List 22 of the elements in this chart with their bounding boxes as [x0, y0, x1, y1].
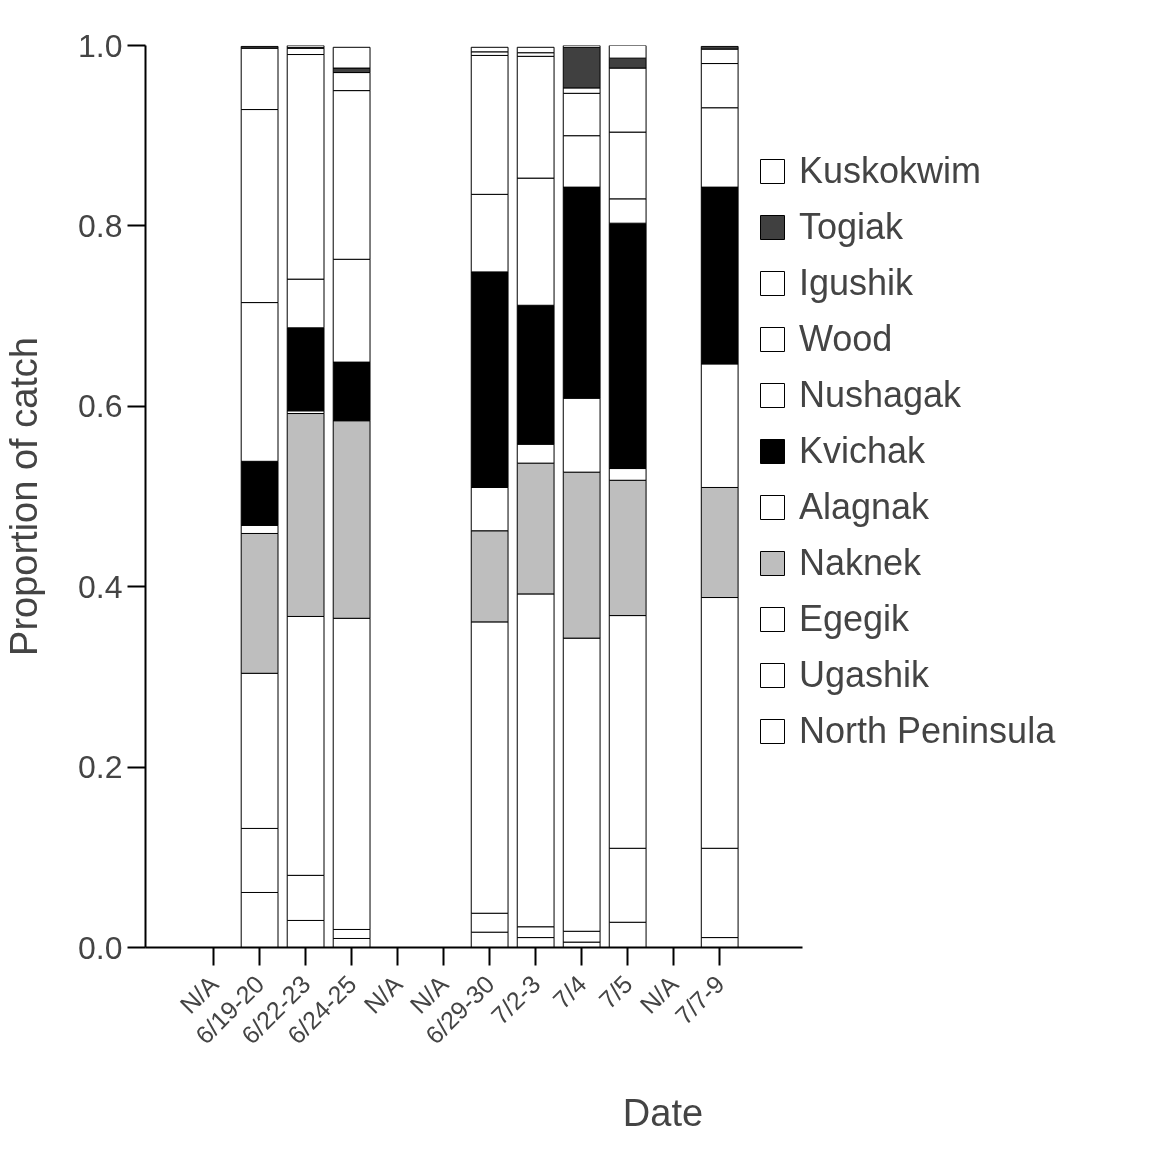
- legend-label: Kvichak: [799, 430, 926, 472]
- y-tick-label: 0.8: [78, 207, 123, 244]
- legend-label: Kuskokwim: [799, 150, 982, 192]
- legend-label: Ugashik: [799, 654, 930, 696]
- y-axis-title: Proportion of catch: [3, 337, 46, 656]
- legend-label: Togiak: [799, 206, 904, 248]
- legend-label: Naknek: [799, 542, 922, 584]
- x-tick-label: N/A: [358, 969, 408, 1019]
- legend-label: Igushik: [799, 262, 914, 304]
- legend-label: North Peninsula: [799, 710, 1056, 752]
- legend-label: Nushagak: [799, 374, 962, 416]
- y-tick-label: 0.2: [78, 749, 123, 786]
- legend-label: Wood: [799, 318, 893, 360]
- y-tick-label: 0.4: [78, 568, 123, 605]
- y-tick-label: 1.0: [78, 27, 123, 64]
- legend-label: Egegik: [799, 598, 910, 640]
- x-tick-label: 7/4: [547, 969, 592, 1014]
- y-tick-label: 0.0: [78, 929, 123, 966]
- x-tick-label: 7/5: [593, 969, 638, 1014]
- x-axis-title: Date: [622, 1092, 704, 1135]
- y-tick-label: 0.6: [78, 388, 123, 425]
- legend-label: Alagnak: [799, 486, 930, 528]
